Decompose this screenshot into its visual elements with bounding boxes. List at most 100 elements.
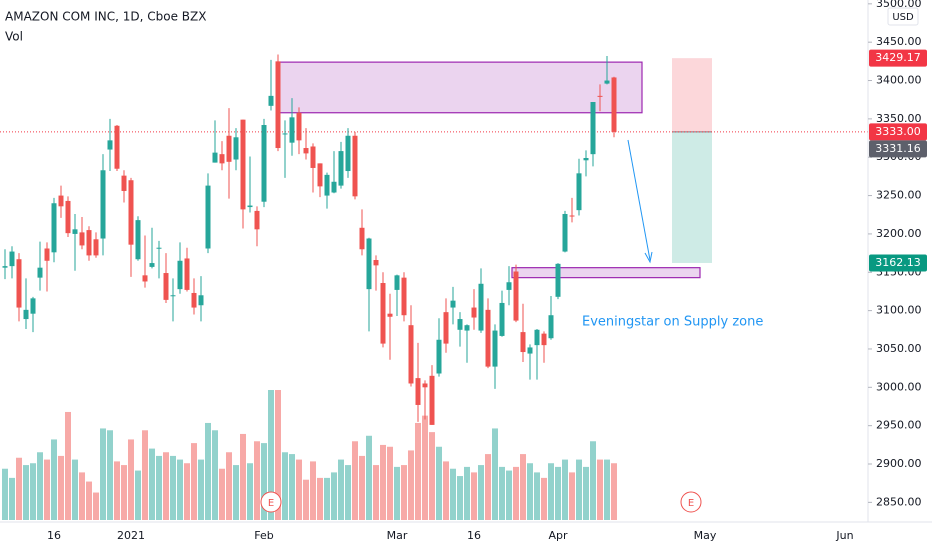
candle-body <box>359 227 365 250</box>
volume-bar <box>23 465 29 520</box>
candle-body <box>352 135 358 197</box>
volume-bar <box>170 455 176 520</box>
candle-body <box>338 151 344 186</box>
candle-body <box>93 239 99 256</box>
candle-body <box>436 339 442 374</box>
x-tick-label: Apr <box>548 529 568 542</box>
volume-bar <box>205 422 211 520</box>
candle-body <box>240 119 246 210</box>
target-zone <box>672 131 712 263</box>
x-tick-label: May <box>694 529 717 542</box>
candle-body <box>597 95 603 97</box>
candle-body <box>611 77 617 132</box>
volume-bar <box>506 470 512 520</box>
candle-body <box>247 205 253 208</box>
candle-body <box>135 220 141 260</box>
candle-body <box>191 292 197 308</box>
volume-bar <box>457 476 463 520</box>
volume-bar <box>2 468 8 520</box>
volume-bar <box>345 465 351 520</box>
volume-bar <box>492 428 498 520</box>
candle-body <box>2 266 8 268</box>
volume-bar <box>296 459 302 520</box>
price-label-box <box>869 49 927 67</box>
volume-bar <box>478 465 484 520</box>
volume-bar <box>373 465 379 520</box>
x-tick-label: 16 <box>47 529 61 542</box>
volume-bar <box>86 481 92 520</box>
candle-body <box>156 247 162 249</box>
volume-bar <box>569 472 575 520</box>
volume-bar <box>317 477 323 520</box>
candle-body <box>205 185 211 249</box>
candle-body <box>142 275 148 282</box>
volume-label: Vol <box>5 30 23 44</box>
volume-bar <box>485 454 491 520</box>
volume-bar <box>338 459 344 520</box>
y-tick-label: 3100.00 <box>876 304 922 317</box>
candle-body <box>415 378 421 405</box>
candle-body <box>464 325 470 331</box>
volume-bar <box>254 441 260 520</box>
volume-bar <box>198 459 204 520</box>
volume-bar <box>408 450 414 520</box>
volume-bar <box>415 422 421 520</box>
volume-bar <box>401 465 407 520</box>
earnings-label: E <box>268 498 274 509</box>
y-tick-label: 3450.00 <box>876 35 922 48</box>
volume-bar <box>121 465 127 520</box>
volume-bar <box>107 430 113 520</box>
candle-body <box>485 309 491 367</box>
y-tick-label: 3350.00 <box>876 112 922 125</box>
candle-body <box>163 273 169 300</box>
volume-bar <box>247 463 253 520</box>
y-tick-label: 3500.00 <box>876 0 922 10</box>
y-tick-label: 2850.00 <box>876 495 922 508</box>
candle-body <box>72 229 78 234</box>
volume-bar <box>289 454 295 520</box>
supply-zone <box>511 267 701 279</box>
volume-bar <box>387 446 393 520</box>
candle-body <box>107 140 113 150</box>
candle-body <box>37 267 43 278</box>
volume-bar <box>9 477 15 520</box>
volume-bar <box>149 448 155 520</box>
candle-body <box>30 298 36 314</box>
candle-body <box>128 180 134 245</box>
y-tick-label: 2950.00 <box>876 419 922 432</box>
volume-bar <box>16 457 22 520</box>
candle-body <box>317 163 323 187</box>
volume-bar <box>443 461 449 520</box>
volume-bar <box>324 477 330 520</box>
candle-body <box>590 102 596 155</box>
candle-body <box>387 313 393 317</box>
price-label: 3429.17 <box>875 51 921 64</box>
candle-body <box>219 154 225 164</box>
volume-bar <box>534 472 540 520</box>
volume-bar <box>51 439 57 520</box>
candle-body <box>422 383 428 388</box>
volume-bar <box>513 466 519 520</box>
candle-body <box>58 195 64 207</box>
candle-body <box>79 232 85 246</box>
earnings-label: E <box>688 498 694 509</box>
candle-body <box>604 80 610 84</box>
volume-bar <box>37 452 43 520</box>
volume-bar <box>541 477 547 520</box>
price-label: 3333.00 <box>875 125 921 138</box>
candle-body <box>9 251 15 267</box>
supply-zone <box>277 61 643 114</box>
volume-bar <box>142 430 148 520</box>
candle-body <box>86 230 92 256</box>
candle-body <box>583 157 589 161</box>
volume-bar <box>163 452 169 520</box>
candle-body <box>16 259 22 308</box>
volume-bar <box>576 459 582 520</box>
candle-body <box>331 181 337 193</box>
candle-body <box>226 135 232 162</box>
y-tick-label: 2900.00 <box>876 457 922 470</box>
candle-body <box>506 282 512 290</box>
candle-body <box>380 283 386 344</box>
